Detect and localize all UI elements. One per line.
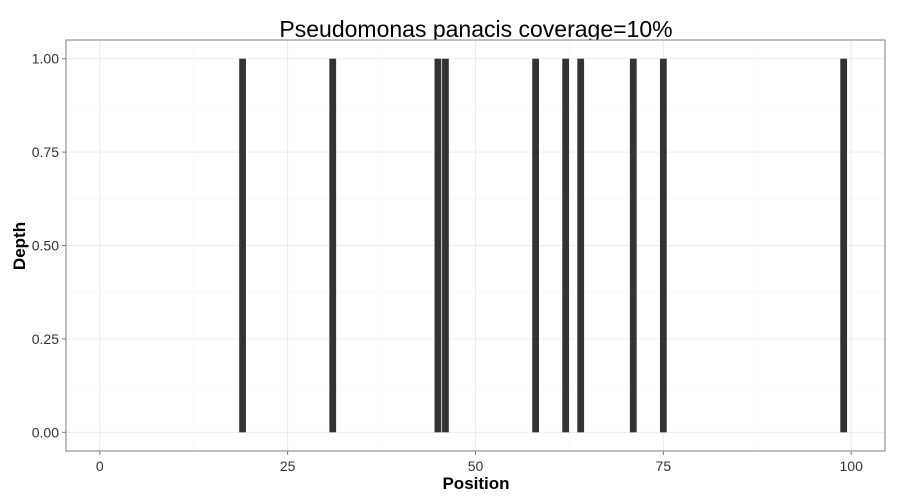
coverage-bar	[659, 58, 667, 433]
coverage-bar	[442, 58, 449, 433]
coverage-bar	[577, 58, 585, 433]
x-tick-label: 25	[280, 458, 296, 474]
y-axis-title: Depth	[10, 222, 29, 270]
coverage-bar	[562, 58, 570, 433]
y-tick-label: 0.00	[32, 424, 59, 440]
x-tick-label: 0	[96, 458, 104, 474]
x-axis-title: Position	[442, 474, 509, 493]
coverage-bar	[840, 58, 848, 433]
x-tick-label: 100	[840, 458, 864, 474]
y-tick-label: 1.00	[32, 51, 59, 67]
chart-title: Pseudomonas panacis coverage=10%	[279, 16, 672, 42]
coverage-bar	[239, 58, 246, 433]
x-tick-label: 75	[656, 458, 672, 474]
y-tick-label: 0.50	[32, 238, 59, 254]
coverage-bar	[329, 58, 337, 433]
coverage-bar	[532, 58, 539, 433]
coverage-bar	[434, 58, 442, 433]
x-tick-label: 50	[468, 458, 484, 474]
y-axis: 0.00 0.25 0.50 0.75 1.00	[32, 51, 66, 440]
y-tick-label: 0.25	[32, 331, 59, 347]
y-tick-label: 0.75	[32, 144, 59, 160]
grid-layer	[66, 40, 885, 451]
coverage-bar	[629, 58, 637, 433]
x-axis: 0 25 50 75 100	[96, 451, 863, 474]
bars-layer	[239, 58, 848, 433]
